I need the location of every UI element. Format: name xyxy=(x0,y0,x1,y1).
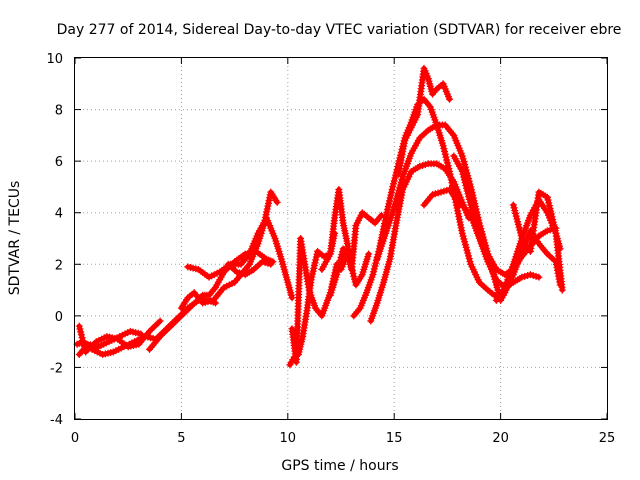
series-sat-k xyxy=(326,245,373,299)
data-point-markers xyxy=(75,317,164,356)
series-sat-e xyxy=(177,188,281,312)
y-tick-label: -2 xyxy=(50,361,63,376)
y-tick-label: 8 xyxy=(55,104,63,119)
y-tick-label: 0 xyxy=(55,310,63,325)
data-point-markers xyxy=(326,245,373,299)
x-tick-label: 25 xyxy=(599,431,616,446)
series-sat-g xyxy=(224,258,275,279)
series-sat-o xyxy=(394,64,454,178)
tick-labels: 0 5 10 15 20 25 -4 -2 0 2 4 6 8 10 xyxy=(46,52,615,446)
data-point-markers xyxy=(224,258,275,279)
data-point-markers xyxy=(367,160,473,325)
x-tick-label: 5 xyxy=(177,431,185,446)
series-line xyxy=(178,189,280,311)
data-point-markers xyxy=(75,327,145,359)
series-sat-f xyxy=(184,214,296,302)
grid-lines xyxy=(75,58,607,419)
data-point-markers xyxy=(184,214,296,302)
chart-title: Day 277 of 2014, Sidereal Day-to-day VTE… xyxy=(57,22,622,38)
y-axis-label: SDTVAR / TECUs xyxy=(7,181,23,296)
y-tick-label: 6 xyxy=(55,155,63,170)
series-line xyxy=(351,96,512,319)
x-axis-label: GPS time / hours xyxy=(281,458,398,474)
data-series xyxy=(73,64,566,369)
data-point-markers xyxy=(509,188,566,294)
data-point-markers xyxy=(394,64,454,178)
x-tick-label: 10 xyxy=(280,431,297,446)
y-tick-label: -4 xyxy=(50,413,63,428)
x-tick-label: 15 xyxy=(386,431,403,446)
x-tick-label: 0 xyxy=(71,431,79,446)
series-sat-s xyxy=(509,188,566,294)
y-tick-label: 2 xyxy=(55,258,63,273)
y-tick-label: 10 xyxy=(46,52,63,67)
plot-frame xyxy=(74,57,608,420)
series-sat-m xyxy=(367,160,473,325)
series-sat-c xyxy=(75,327,145,359)
x-tick-label: 20 xyxy=(492,431,509,446)
y-tick-label: 4 xyxy=(55,207,63,222)
